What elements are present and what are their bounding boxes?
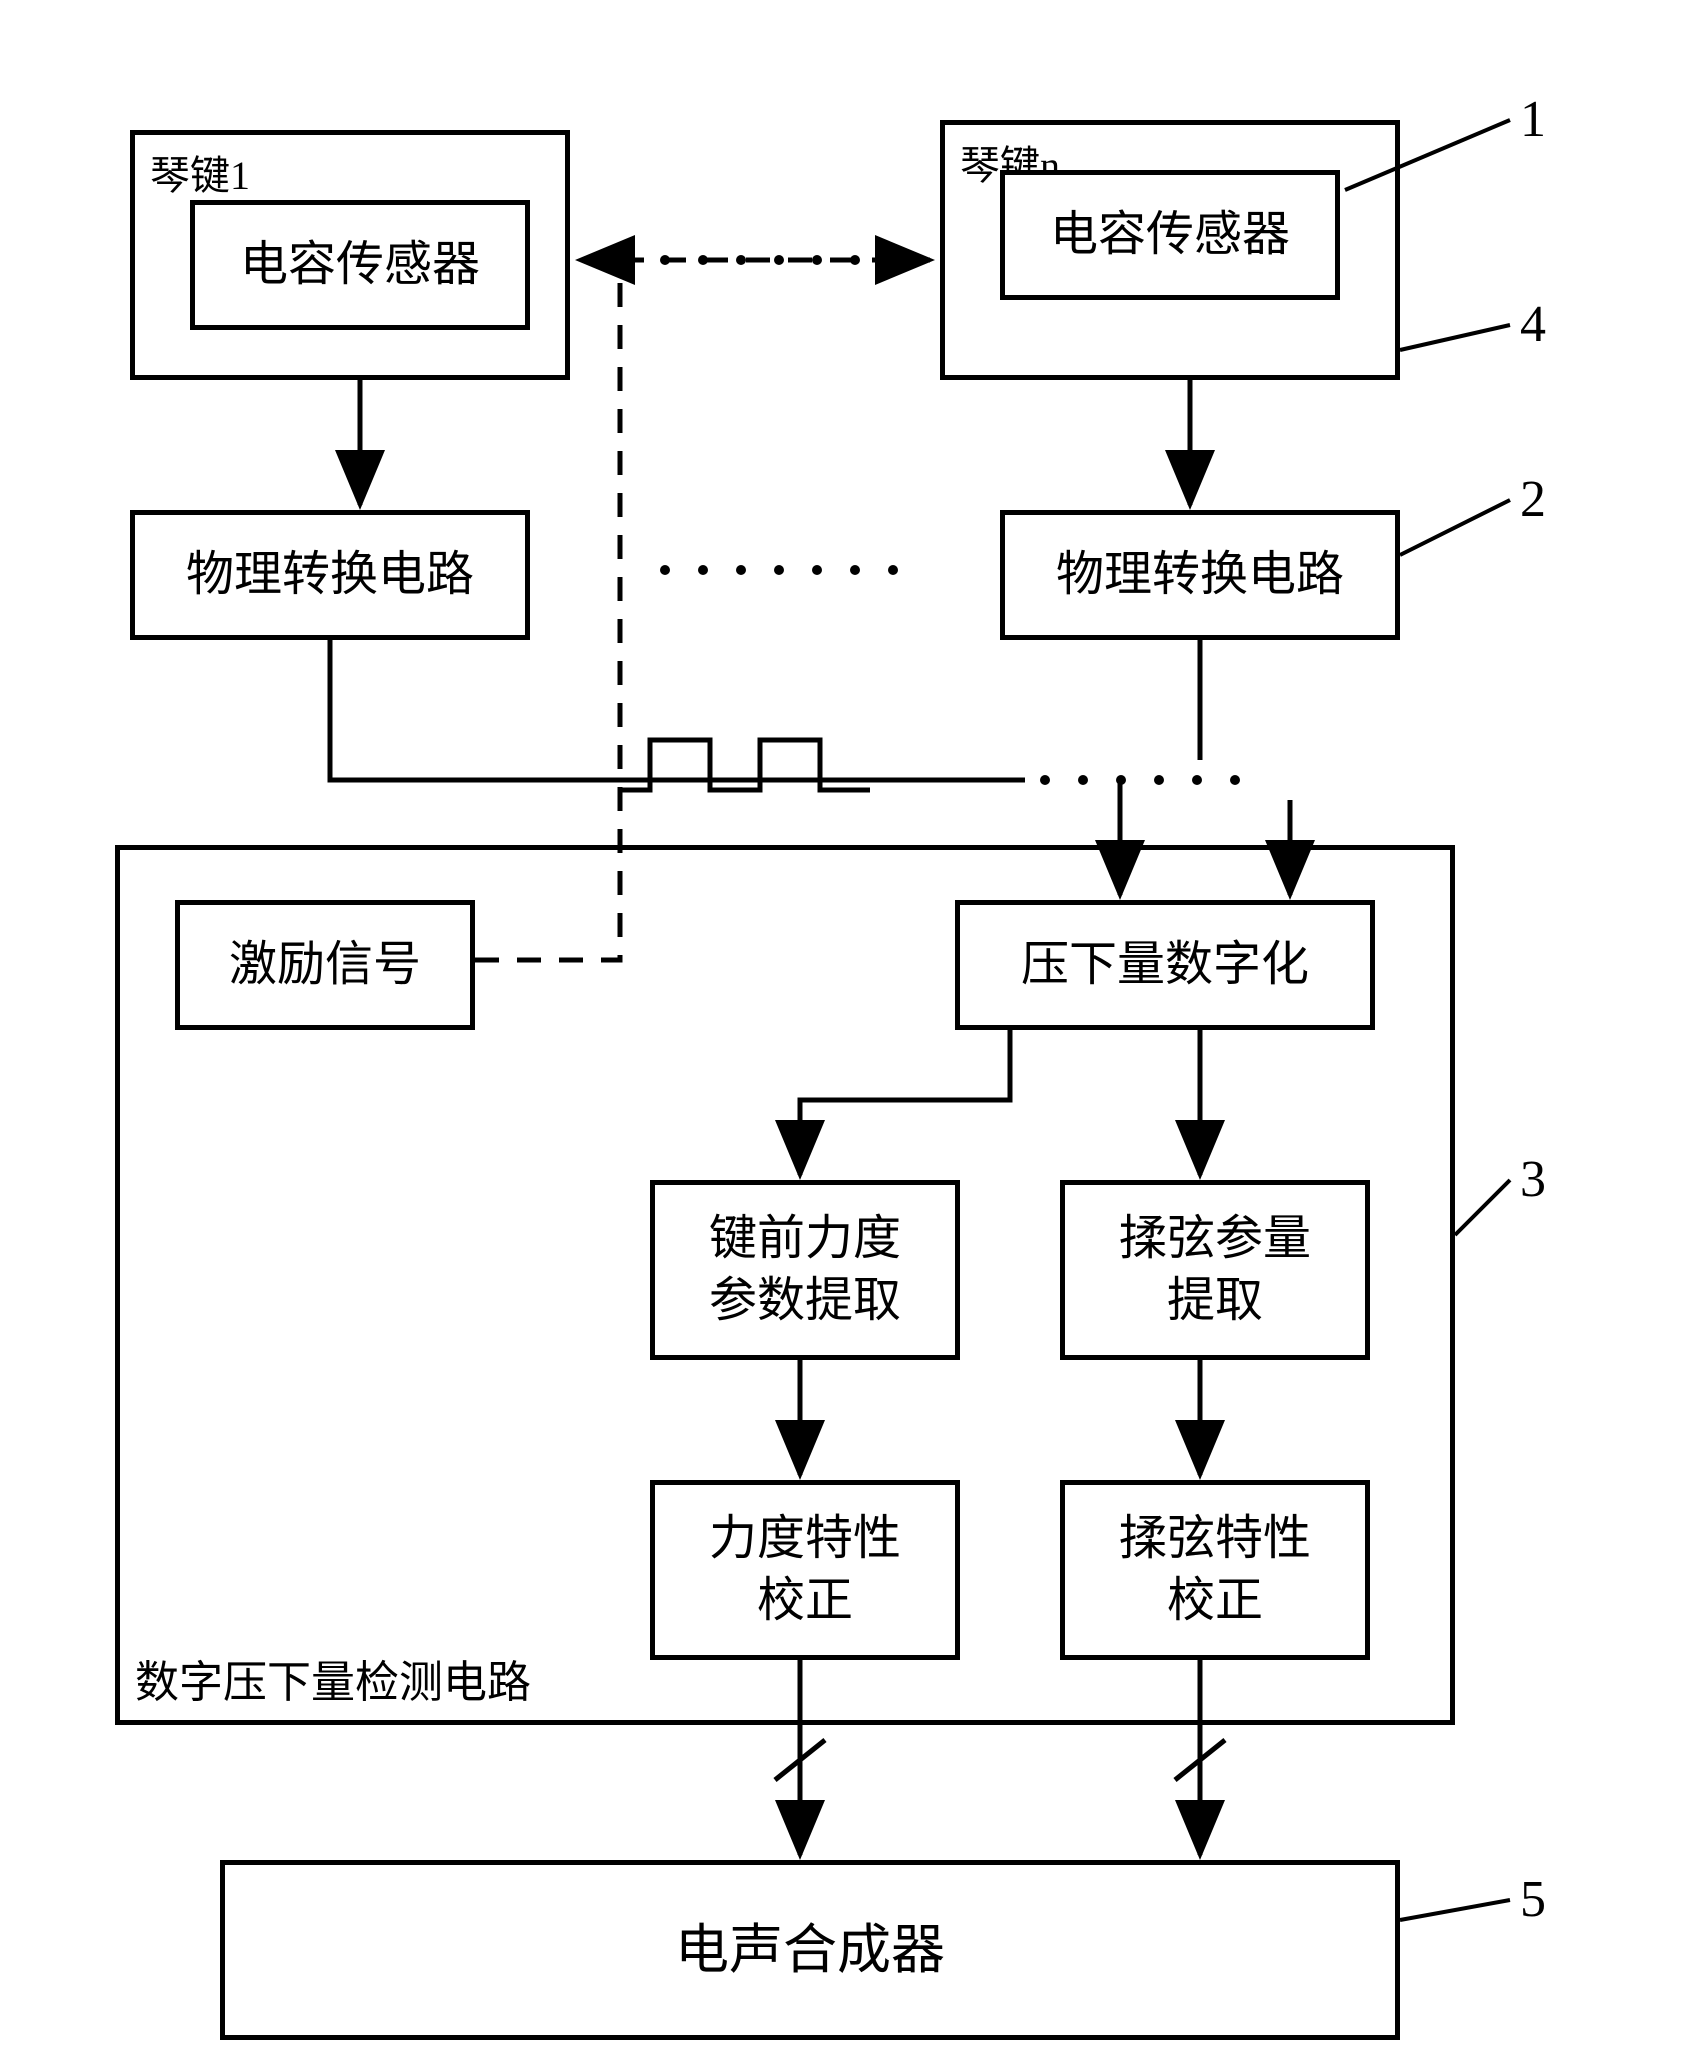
cap-sensor-1-block: 电容传感器 (190, 200, 530, 330)
force-corr-block: 力度特性 校正 (650, 1480, 960, 1660)
callout-2: 2 (1520, 470, 1546, 529)
pre-force-block: 键前力度 参数提取 (650, 1180, 960, 1360)
dots-row-1 (660, 255, 898, 265)
digitize-block: 压下量数字化 (955, 900, 1375, 1030)
dots-row-3 (1040, 775, 1240, 785)
key-1-label: 琴键1 (150, 143, 250, 201)
vibrato-block: 揉弦参量 提取 (1060, 1180, 1370, 1360)
excitation-block: 激励信号 (175, 900, 475, 1030)
vibrato-corr-block: 揉弦特性 校正 (1060, 1480, 1370, 1660)
callout-5: 5 (1520, 1870, 1546, 1929)
phys-conv-n-block: 物理转换电路 (1000, 510, 1400, 640)
dots-row-2 (660, 565, 898, 575)
callout-1: 1 (1520, 90, 1546, 149)
callout-4: 4 (1520, 295, 1546, 354)
phys-conv-1-block: 物理转换电路 (130, 510, 530, 640)
callout-3: 3 (1520, 1150, 1546, 1209)
synth-block: 电声合成器 (220, 1860, 1400, 2040)
cap-sensor-n-block: 电容传感器 (1000, 170, 1340, 300)
digital-detect-label: 数字压下量检测电路 (135, 1646, 531, 1710)
